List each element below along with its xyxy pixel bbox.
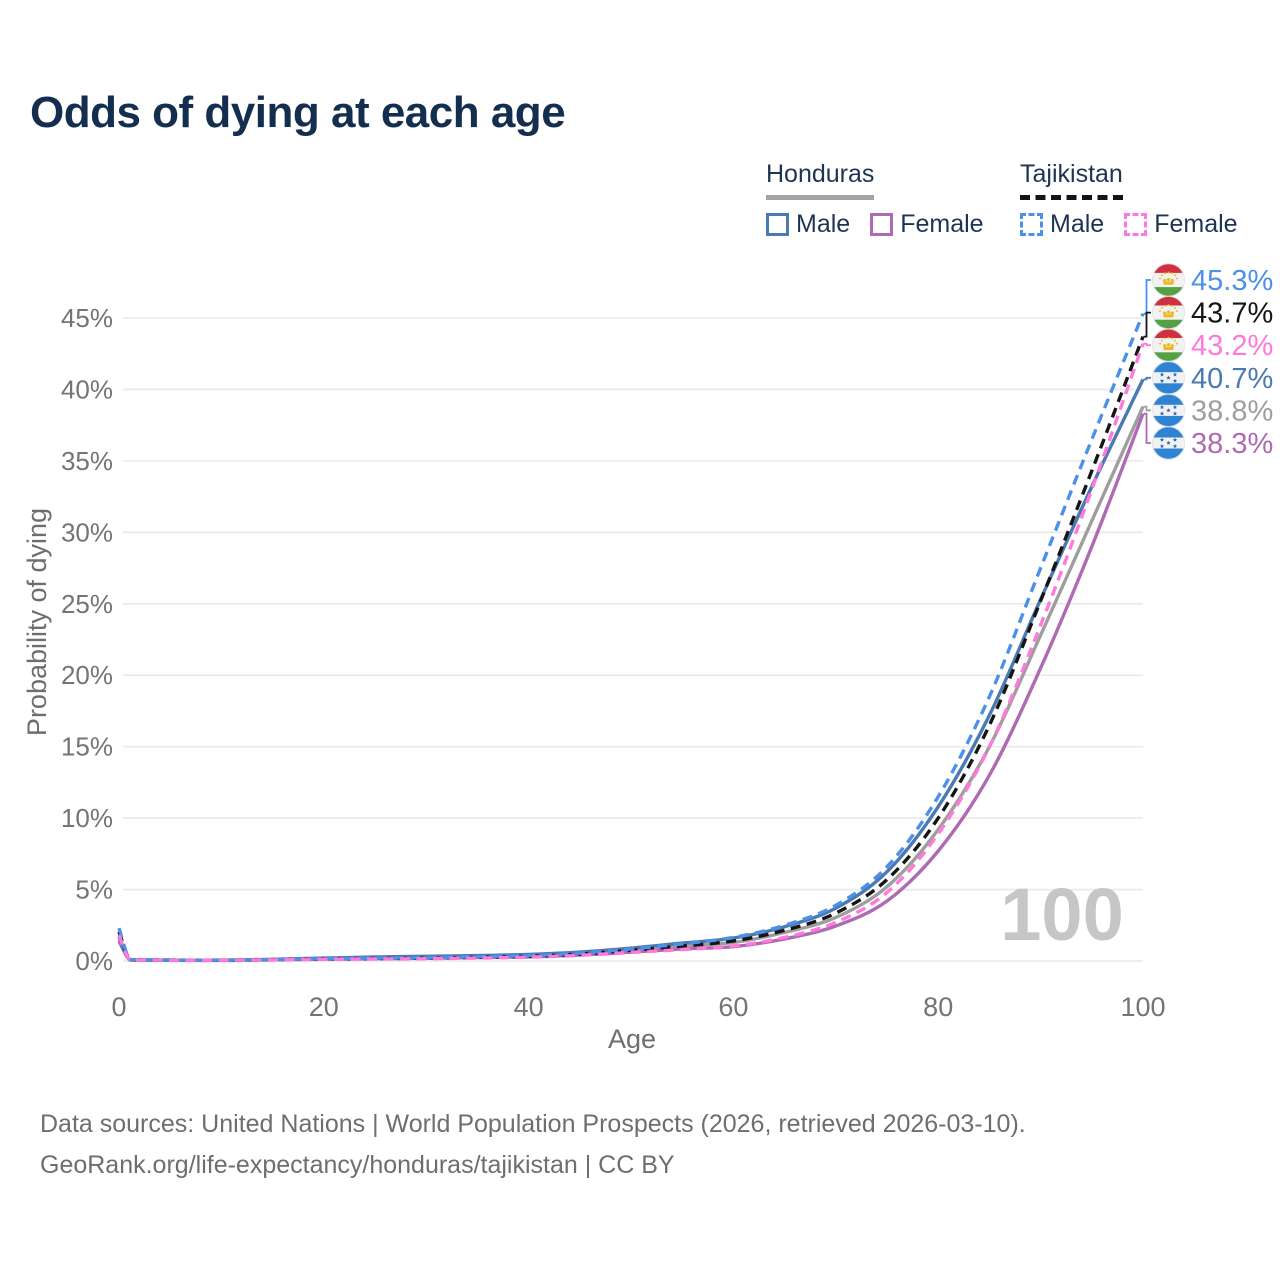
- x-tick-label: 60: [718, 992, 748, 1022]
- legend-heading-honduras: Honduras: [766, 160, 875, 200]
- legend-group-tajikistan: Tajikistan Male Female: [1020, 160, 1238, 239]
- series-line-honduras-female: [117, 413, 1145, 963]
- honduras-male-swatch-icon: [766, 213, 789, 236]
- legend-item-tajikistan-male[interactable]: Male: [1020, 210, 1104, 239]
- legend-label: Female: [1154, 210, 1238, 238]
- honduras-female-swatch-icon: [870, 213, 894, 236]
- series-lines: [117, 313, 1145, 963]
- flag-icon-honduras: [1152, 393, 1185, 427]
- x-tick-label: 40: [514, 992, 544, 1022]
- label-leader-line: [1143, 279, 1151, 315]
- page-title: Odds of dying at each age: [30, 88, 566, 137]
- y-tick-label: 35%: [61, 446, 113, 476]
- end-value-label-honduras-both: 38.8%: [1191, 395, 1273, 427]
- watermark-age-label: 100: [1000, 873, 1123, 956]
- flag-icon-tajikistan: [1152, 328, 1185, 362]
- y-tick-label: 40%: [61, 374, 113, 404]
- y-tick-label: 15%: [61, 732, 113, 762]
- legend-heading-tajikistan: Tajikistan: [1020, 160, 1123, 200]
- end-value-label-tajikistan-male: 45.3%: [1191, 265, 1273, 297]
- series-line-honduras-male: [117, 378, 1145, 962]
- legend-row-tajikistan: Male Female: [1020, 210, 1238, 239]
- y-tick-label: 45%: [61, 303, 113, 333]
- series-line-tajikistan-male: [117, 313, 1145, 962]
- x-axis-title: Age: [608, 1024, 656, 1054]
- y-axis-title: Probability of dying: [22, 508, 52, 736]
- y-tick-label: 25%: [61, 589, 113, 619]
- legend-item-tajikistan-female[interactable]: Female: [1124, 210, 1238, 239]
- end-value-label-honduras-female: 38.3%: [1191, 428, 1273, 460]
- legend-item-honduras-female[interactable]: Female: [870, 210, 984, 239]
- source-attribution: Data sources: United Nations | World Pop…: [40, 1104, 1026, 1186]
- tajikistan-female-swatch-icon: [1124, 213, 1148, 236]
- gridlines: [123, 317, 1143, 962]
- data-source-line: Data sources: United Nations | World Pop…: [40, 1110, 1026, 1138]
- end-value-label-tajikistan-both: 43.7%: [1191, 298, 1273, 330]
- flag-icon-tajikistan: [1152, 296, 1185, 330]
- legend-label: Female: [900, 210, 984, 238]
- flag-icon-honduras: [1152, 426, 1185, 460]
- y-tick-label: 30%: [61, 517, 113, 547]
- tajikistan-male-swatch-icon: [1020, 213, 1043, 236]
- legend-item-honduras-male[interactable]: Male: [766, 210, 850, 239]
- watermark: 100: [1000, 873, 1123, 956]
- end-value-label-honduras-male: 40.7%: [1191, 363, 1273, 395]
- series-line-tajikistan-both: [117, 335, 1145, 963]
- label-leader-line: [1143, 412, 1151, 444]
- legend-label: Male: [796, 210, 851, 238]
- x-tick-label: 80: [923, 992, 953, 1022]
- series-line-tajikistan-female: [117, 343, 1145, 963]
- series-line-honduras-both: [117, 405, 1145, 963]
- flag-icon-tajikistan: [1152, 263, 1185, 297]
- end-value-label-tajikistan-female: 43.2%: [1191, 330, 1273, 362]
- legend-group-honduras: Honduras Male Female: [766, 160, 984, 239]
- axis-labels: 0% 5% 10% 15% 20% 25% 30% 35% 40% 45% 0 20 40 60 80 100…: [22, 303, 1166, 1054]
- legend-row-honduras: Male Female: [766, 210, 984, 239]
- y-tick-label: 5%: [75, 875, 113, 905]
- flag-icon-honduras: [1152, 361, 1185, 395]
- x-tick-label: 0: [111, 992, 126, 1022]
- label-leader-line: [1143, 376, 1151, 381]
- legend-label: Male: [1050, 210, 1105, 238]
- x-tick-label: 20: [309, 992, 339, 1022]
- x-tick-label: 100: [1120, 992, 1165, 1022]
- license-line: GeoRank.org/life-expectancy/honduras/taj…: [40, 1151, 675, 1179]
- label-leader-line: [1143, 405, 1151, 412]
- y-tick-label: 20%: [61, 660, 113, 690]
- label-leader-line: [1143, 342, 1151, 347]
- y-tick-label: 0%: [75, 946, 113, 976]
- y-tick-label: 10%: [61, 803, 113, 833]
- end-labels: 45.3%43.7%43.2%40.7%38.8%38.3%: [1143, 263, 1273, 460]
- label-leader-line: [1143, 311, 1151, 338]
